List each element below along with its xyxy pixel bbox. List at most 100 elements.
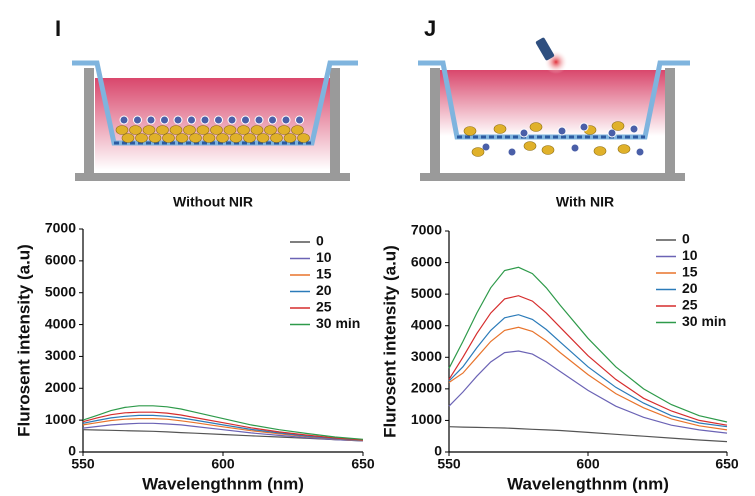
cell (629, 124, 639, 134)
x-tick-label: 550 (71, 456, 95, 472)
cell (611, 121, 625, 131)
transwell-diagram (72, 60, 358, 181)
cell (295, 115, 304, 125)
cell (169, 125, 183, 135)
cell (133, 115, 142, 125)
y-tick-label: 7000 (45, 220, 76, 236)
cell (119, 115, 129, 125)
cell (523, 141, 537, 151)
y-tick-label: 4000 (411, 316, 442, 332)
line-series (448, 426, 728, 443)
legend-label: 15 (316, 266, 332, 282)
y-tick-label: 4000 (45, 315, 76, 331)
line-series (448, 266, 728, 423)
cell (237, 125, 250, 135)
line-series (448, 326, 728, 431)
cell (214, 115, 223, 125)
cell (196, 125, 210, 135)
x-tick-label: 550 (437, 456, 461, 472)
x-tick-label: 650 (351, 456, 375, 472)
legend-label: 25 (682, 297, 698, 313)
cell (493, 124, 507, 134)
cell (156, 125, 169, 135)
y-axis-title: Flurosent intensity (a.u) (14, 244, 33, 437)
cell (291, 125, 304, 135)
x-axis-title: Wavelengthnm (nm) (507, 474, 669, 493)
y-tick-label: 6000 (45, 252, 76, 268)
cell (270, 133, 283, 143)
panel-label: I (55, 16, 61, 41)
legend-label: 10 (316, 249, 332, 265)
cell (250, 125, 264, 135)
line-series (448, 314, 728, 428)
y-tick-label: 3000 (411, 348, 442, 364)
legend-label: 0 (682, 231, 690, 247)
cell (268, 115, 277, 125)
cell (229, 133, 243, 143)
legend-label: 30 min (682, 313, 726, 329)
legend-label: 0 (316, 233, 324, 249)
y-tick-label: 2000 (411, 380, 442, 396)
cell (529, 122, 543, 132)
cell (507, 147, 517, 157)
cell (135, 133, 148, 143)
y-tick-label: 0 (434, 443, 442, 459)
y-tick-label: 0 (68, 443, 76, 459)
cell (297, 133, 310, 143)
cell (254, 115, 264, 125)
cell (121, 133, 135, 143)
cell (593, 146, 607, 156)
legend-label: 20 (316, 282, 332, 298)
cell (241, 115, 250, 125)
cell (210, 125, 223, 135)
cell (264, 125, 277, 135)
cell (142, 125, 156, 135)
y-tick-label: 1000 (45, 411, 76, 427)
cell (579, 122, 589, 132)
line-series (82, 429, 364, 442)
cell (223, 125, 237, 135)
cell (202, 133, 216, 143)
cell (281, 115, 291, 125)
transwell-diagram (418, 37, 690, 181)
cell (227, 115, 237, 125)
line-series (82, 422, 364, 442)
x-tick-label: 600 (576, 456, 600, 472)
cell (187, 115, 196, 125)
cell (541, 145, 555, 155)
cell (243, 133, 256, 143)
cell (635, 147, 645, 157)
line-series (82, 414, 364, 441)
line-series (82, 411, 364, 441)
y-tick-label: 5000 (411, 285, 442, 301)
line-series (448, 350, 728, 434)
cell (463, 126, 477, 136)
cell (148, 133, 162, 143)
cell (481, 142, 491, 152)
cell (162, 133, 175, 143)
line-series (82, 405, 364, 440)
cell (519, 128, 529, 138)
cell (115, 125, 129, 135)
cell (277, 125, 291, 135)
cell (617, 144, 631, 154)
legend-label: 20 (682, 280, 698, 296)
line-series (82, 418, 364, 442)
cell (200, 115, 210, 125)
cell (256, 133, 270, 143)
y-tick-label: 5000 (45, 283, 76, 299)
cell (283, 133, 297, 143)
y-tick-label: 1000 (411, 411, 442, 427)
legend-label: 25 (316, 299, 332, 315)
cell (189, 133, 202, 143)
y-tick-label: 3000 (45, 347, 76, 363)
y-tick-label: 7000 (411, 222, 442, 238)
cell (607, 128, 617, 138)
y-tick-label: 6000 (411, 253, 442, 269)
cell (570, 143, 580, 153)
panel-label: J (424, 16, 436, 41)
cell (160, 115, 169, 125)
line-series (448, 295, 728, 426)
legend-label: 15 (682, 264, 698, 280)
